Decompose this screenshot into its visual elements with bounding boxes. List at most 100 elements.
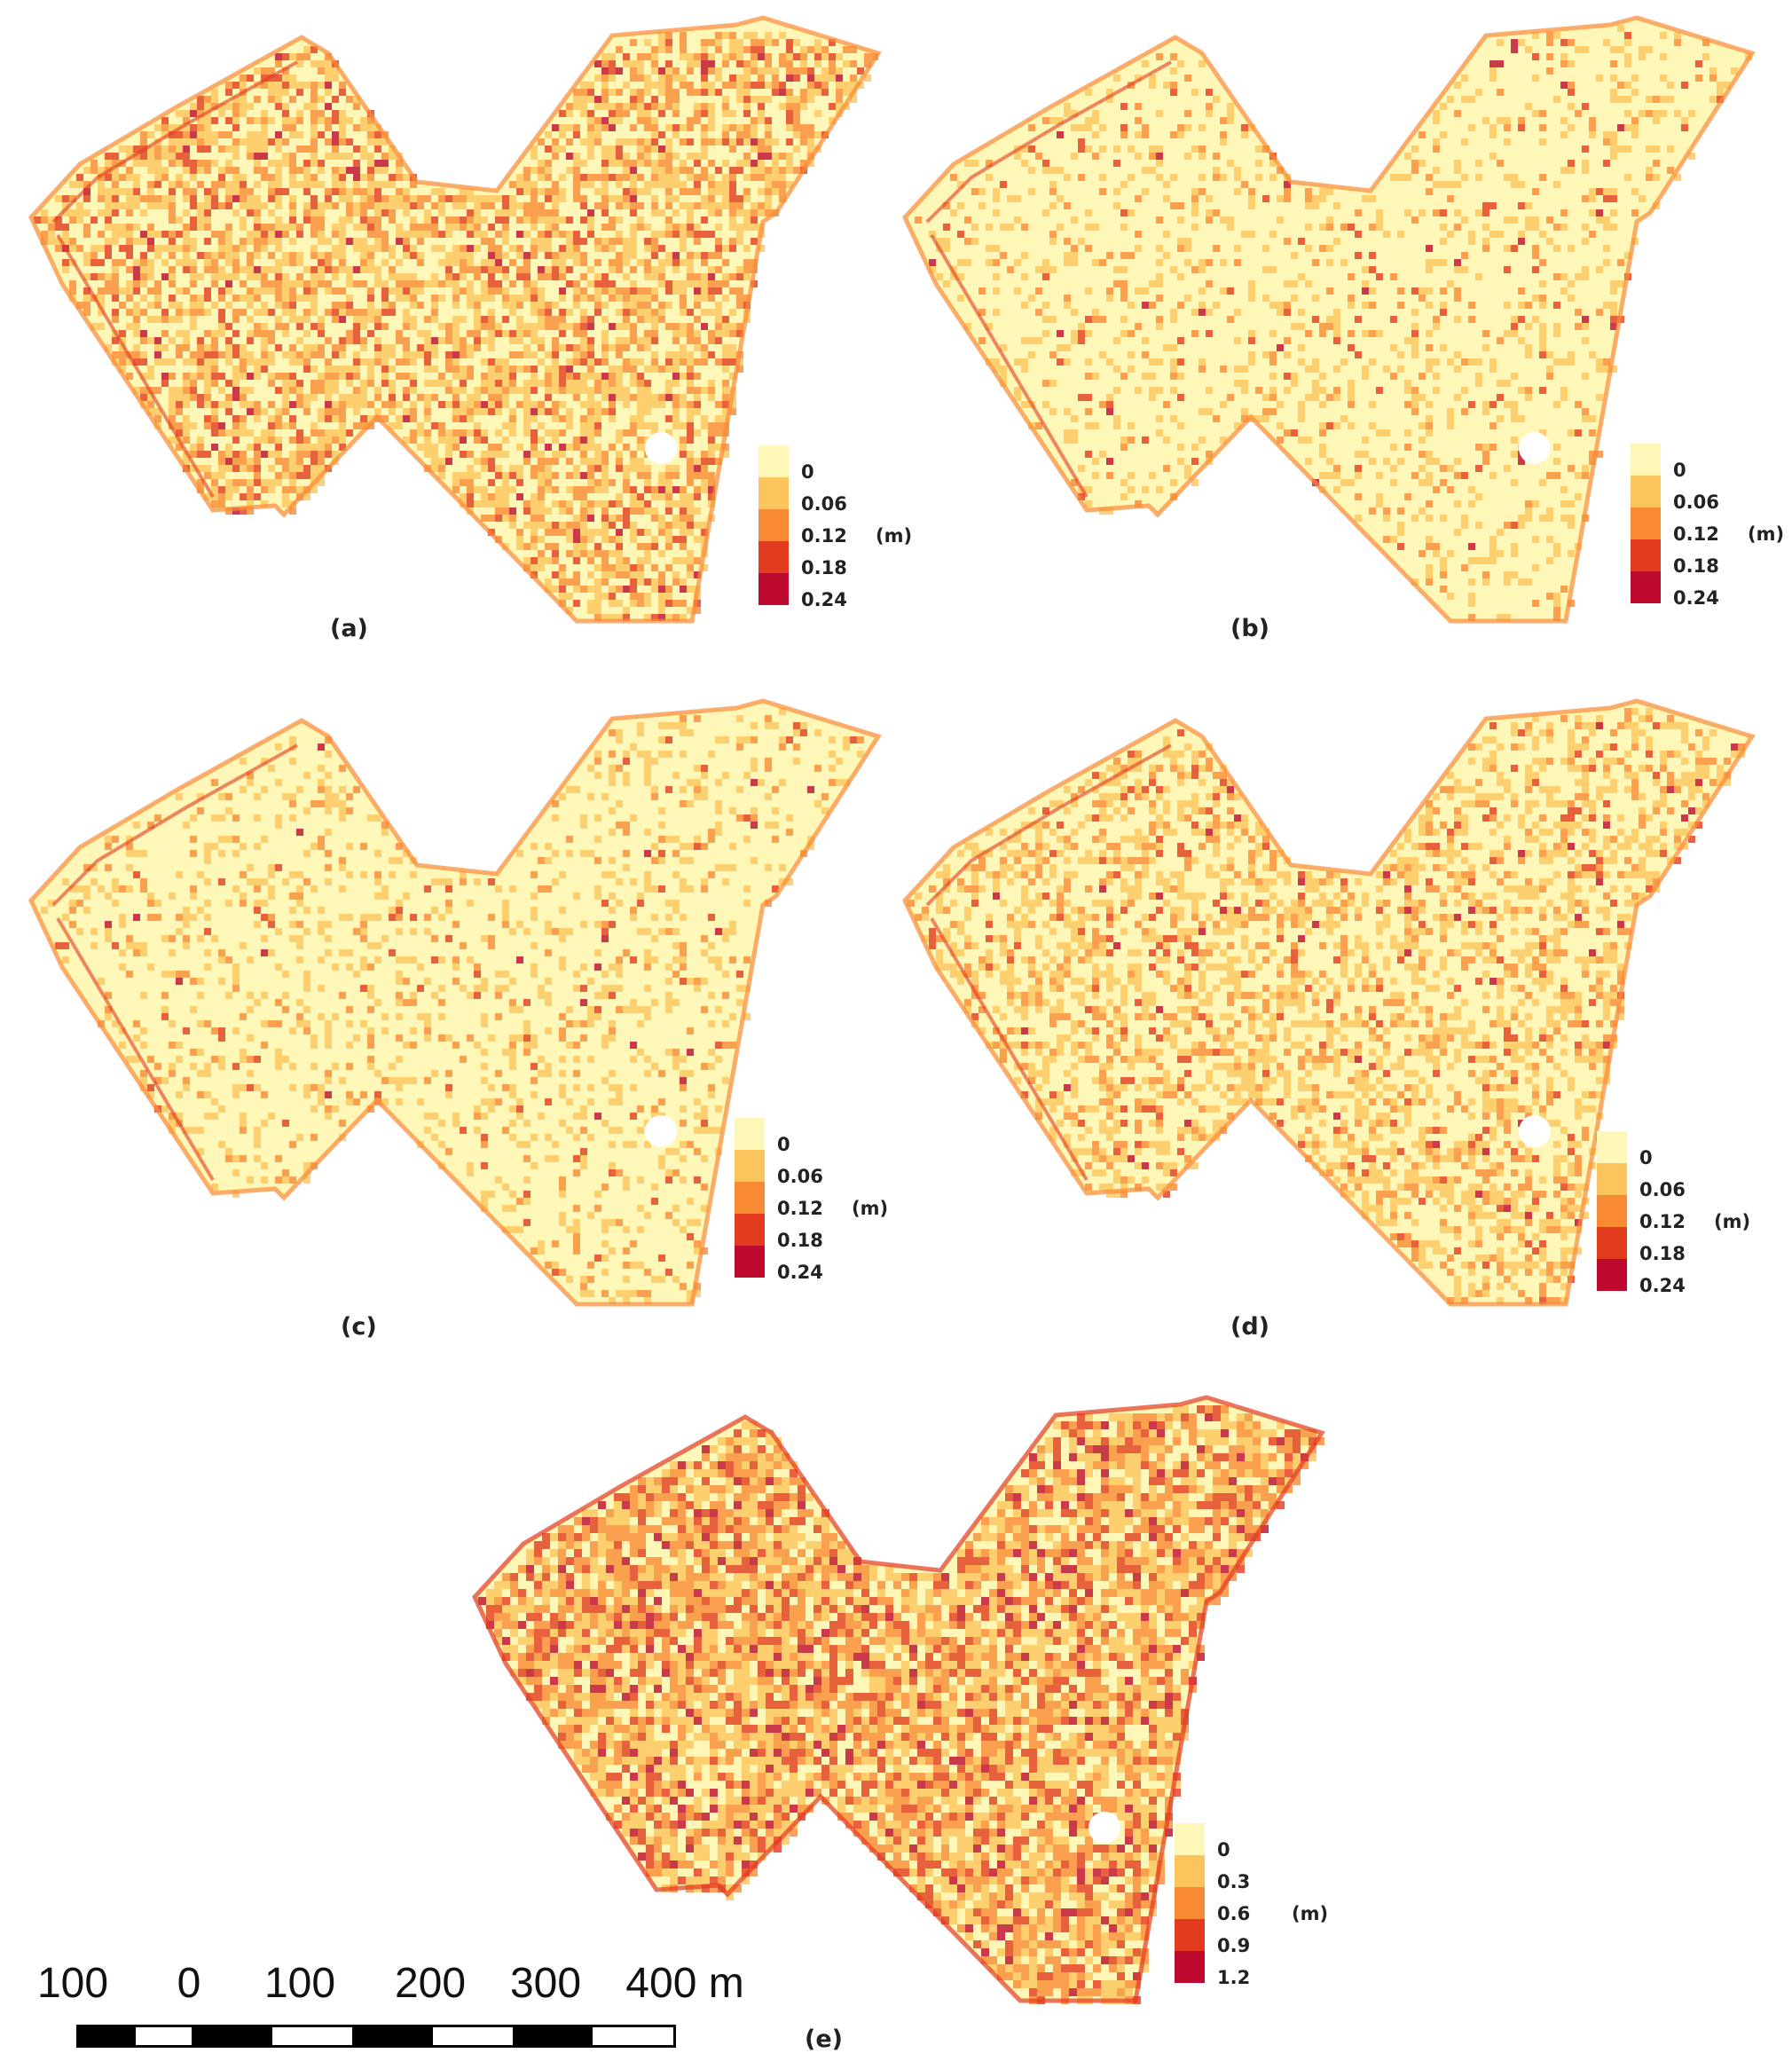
legend-swatch <box>1631 507 1661 539</box>
field-edge <box>28 698 882 1307</box>
legend-swatch <box>735 1118 765 1150</box>
legend-tick: 0.12 <box>1639 1211 1686 1232</box>
error-map-c <box>28 698 882 1307</box>
legend-swatch <box>1175 1919 1205 1951</box>
error-raster <box>478 1405 1324 2004</box>
legend-tick: 0.24 <box>801 589 847 610</box>
legend-tick: 0 <box>1217 1839 1230 1861</box>
legend-tick: 1.2 <box>1217 1967 1251 1988</box>
legend-tick: 0.24 <box>1673 587 1719 609</box>
legend-swatch <box>735 1150 765 1182</box>
scale-seg <box>192 2027 272 2045</box>
legend-tick: 0.06 <box>1673 492 1719 513</box>
legend-unit: (m) <box>1714 1211 1751 1232</box>
track-line <box>925 60 1172 224</box>
field-hole <box>1089 1812 1120 1844</box>
legend-swatch <box>1597 1163 1627 1195</box>
legend-tick: 0 <box>1639 1147 1653 1168</box>
legend-swatch <box>1631 571 1661 603</box>
track-line <box>51 60 298 224</box>
scale-seg <box>513 2027 593 2045</box>
error-map-e <box>472 1395 1325 2004</box>
legend-tick: 0.18 <box>777 1230 823 1251</box>
legend-swatch <box>1631 476 1661 507</box>
map-panel-b: 0 0.06 0.12 0.18 0.24 (m) (b) <box>874 0 1792 657</box>
legend-swatch <box>1175 1823 1205 1855</box>
legend-swatch <box>1631 444 1661 476</box>
error-raster <box>34 32 878 621</box>
track-line <box>51 743 298 907</box>
scale-tick-label: 400 m <box>625 1960 744 2007</box>
panel-label-b: (b) <box>1230 615 1270 642</box>
legend-unit: (m) <box>852 1198 889 1219</box>
legend-swatch <box>1597 1259 1627 1291</box>
scale-seg <box>432 2027 514 2045</box>
legend-tick: 0.3 <box>1217 1871 1251 1892</box>
legend-swatch <box>758 541 789 573</box>
legend-tick: 0.06 <box>801 493 847 515</box>
panel-label-a: (a) <box>330 615 368 642</box>
legend-tick: 0.06 <box>1639 1179 1686 1200</box>
legend-swatch <box>735 1182 765 1214</box>
legend-tick: 0.18 <box>1673 555 1719 577</box>
field-edge <box>472 1395 1325 2003</box>
field-hole <box>645 432 677 464</box>
scale-seg <box>271 2027 353 2045</box>
legend-swatch <box>758 445 789 477</box>
map-panel-a: 0 0.06 0.12 0.18 0.24 (m) (a) <box>0 0 912 657</box>
track-line <box>925 743 1172 907</box>
scale-tick-label: 0 <box>177 1960 201 2007</box>
legend-swatch <box>758 509 789 541</box>
field-hole <box>645 1115 677 1147</box>
legend-tick: 0.18 <box>801 557 847 578</box>
scale-tick-label: 200 <box>394 1960 467 2007</box>
panel-label-d: (d) <box>1230 1313 1270 1341</box>
legend-tick: 0.06 <box>777 1166 823 1187</box>
error-map-d <box>902 698 1756 1307</box>
map-panel-c: 0 0.06 0.12 0.18 0.24 (m) (c) <box>0 683 896 1366</box>
scale-seg <box>135 2027 193 2045</box>
legend-unit: (m) <box>1748 523 1785 545</box>
map-panel-d: 0 0.06 0.12 0.18 0.24 (m) (d) <box>874 683 1792 1366</box>
scale-seg <box>352 2027 433 2045</box>
legend-swatch <box>1597 1195 1627 1227</box>
scale-seg <box>593 2027 673 2045</box>
legend-swatch <box>1175 1855 1205 1887</box>
scale-seg <box>79 2027 136 2045</box>
scale-bar-segments <box>76 2025 676 2048</box>
error-map-b <box>902 15 1756 624</box>
field-edge <box>902 15 1756 624</box>
track-line <box>930 233 1089 499</box>
scale-tick-label: 100 <box>263 1960 336 2007</box>
field-edge <box>902 698 1756 1307</box>
map-panel-e: 0 0.3 0.6 0.9 1.2 (m) (e) <box>444 1380 1340 2069</box>
legend-swatch <box>735 1214 765 1246</box>
legend-unit: (m) <box>876 525 913 547</box>
field-hole <box>1519 1115 1551 1147</box>
legend-swatch <box>758 477 789 509</box>
legend-swatch <box>758 573 789 605</box>
legend-tick: 0.24 <box>1639 1275 1686 1296</box>
legend-tick: 0 <box>801 461 814 483</box>
legend-swatch <box>1597 1227 1627 1259</box>
scale-tick-label: 100 <box>36 1960 109 2007</box>
legend-tick: 0 <box>777 1134 790 1155</box>
field-edge <box>28 15 882 624</box>
legend-tick: 0.12 <box>801 525 847 547</box>
field-hole <box>1519 432 1551 464</box>
legend-swatch <box>735 1246 765 1278</box>
track-line <box>56 916 215 1182</box>
legend-tick: 0.12 <box>1673 523 1719 545</box>
legend-tick: 0 <box>1673 460 1686 481</box>
legend-tick: 0.9 <box>1217 1935 1251 1956</box>
error-raster <box>908 708 1745 1304</box>
panel-label-e: (e) <box>805 2026 843 2053</box>
track-line <box>930 916 1089 1182</box>
legend-tick: 0.12 <box>777 1198 823 1219</box>
scale-bar: 100 0 100 200 300 400 m <box>27 1959 744 2057</box>
legend-unit: (m) <box>1292 1903 1329 1924</box>
error-raster <box>41 708 864 1304</box>
panel-label-c: (c) <box>341 1313 377 1341</box>
legend-tick: 0.18 <box>1639 1243 1686 1264</box>
legend-swatch <box>1631 539 1661 571</box>
